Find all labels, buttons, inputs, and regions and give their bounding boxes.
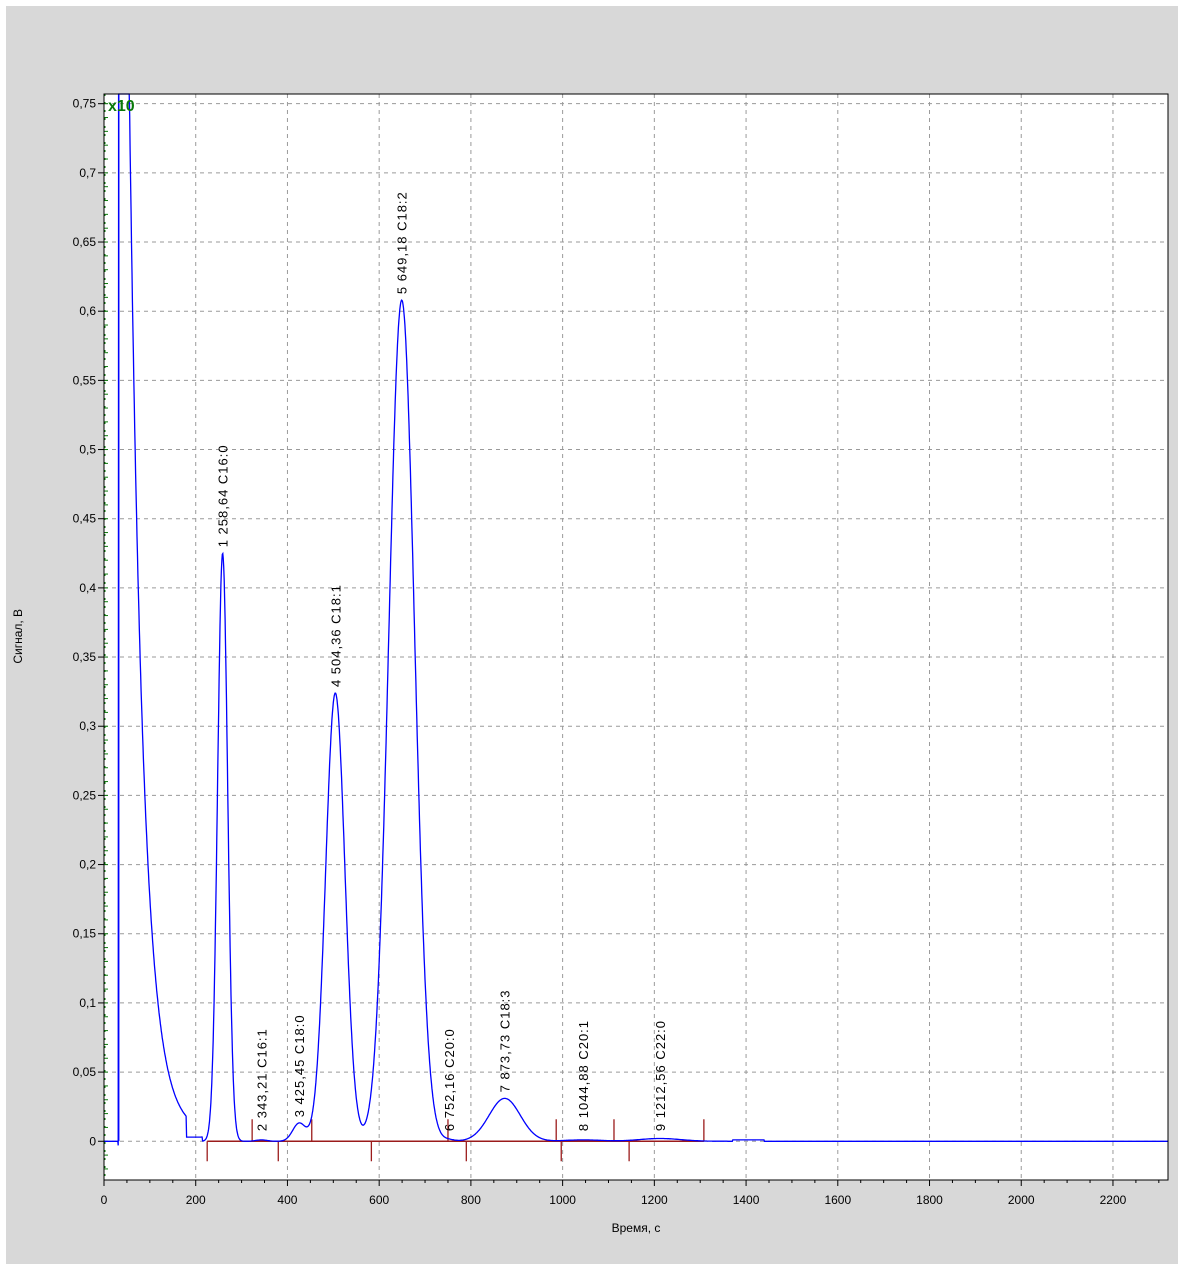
y-tick-label: 0,2 bbox=[79, 858, 96, 872]
peak-label: 7 873,73 C18:3 bbox=[498, 989, 513, 1092]
x-tick-label: 600 bbox=[369, 1193, 389, 1207]
y-axis-title: Сигнал, В bbox=[11, 609, 25, 664]
y-tick-label: 0,35 bbox=[73, 650, 97, 664]
signal-line bbox=[104, 93, 1168, 1146]
y-tick-label: 0,4 bbox=[79, 581, 96, 595]
peak-label: 4 504,36 C18:1 bbox=[328, 584, 343, 687]
grid bbox=[104, 94, 1168, 1180]
axis-ticks: 0 200 400 600 800 1000 1200 1400 1600 1800 2000 220… bbox=[73, 94, 1160, 1207]
y-tick-label: 0,25 bbox=[73, 788, 97, 802]
peak-label: 2 343,21 C16:1 bbox=[254, 1028, 269, 1131]
y-tick-label: 0,1 bbox=[79, 996, 96, 1010]
chromatogram-chart: 0 200 400 600 800 1000 1200 1400 1600 1800 2000 220… bbox=[11, 93, 1169, 1235]
x-tick-label: 1000 bbox=[549, 1193, 576, 1207]
chromatogram-window: 0 200 400 600 800 1000 1200 1400 1600 1800 2000 220… bbox=[6, 6, 1178, 1264]
y-tick-label: 0,75 bbox=[73, 97, 97, 111]
peak-label: 6 752,16 C20:0 bbox=[442, 1028, 457, 1131]
x-tick-label: 400 bbox=[277, 1193, 297, 1207]
x-tick-label: 0 bbox=[101, 1193, 108, 1207]
peak-label: 1 258,64 C16:0 bbox=[216, 444, 231, 547]
x-axis-title: Время, с bbox=[612, 1221, 661, 1235]
y-tick-label: 0,45 bbox=[73, 512, 97, 526]
x-tick-label: 200 bbox=[186, 1193, 206, 1207]
signal-trace bbox=[104, 93, 1168, 1146]
peak-label: 8 1044,88 C20:1 bbox=[576, 1020, 591, 1131]
y-tick-label: 0,55 bbox=[73, 373, 97, 387]
zoom-factor-label: x10 bbox=[108, 98, 135, 115]
x-tick-label: 2200 bbox=[1100, 1193, 1127, 1207]
y-tick-label: 0,5 bbox=[79, 443, 96, 457]
x-tick-label: 800 bbox=[461, 1193, 481, 1207]
peak-label: 3 425,45 C18:0 bbox=[292, 1014, 307, 1117]
y-tick-label: 0,3 bbox=[79, 719, 96, 733]
x-tick-label: 1600 bbox=[824, 1193, 851, 1207]
x-tick-label: 1200 bbox=[641, 1193, 668, 1207]
y-tick-label: 0,6 bbox=[79, 304, 96, 318]
peak-label: 9 1212,56 C22:0 bbox=[653, 1020, 668, 1131]
y-tick-label: 0,65 bbox=[73, 235, 97, 249]
y-tick-label: 0,7 bbox=[79, 166, 96, 180]
y-tick-label: 0 bbox=[89, 1134, 96, 1148]
peak-label: 5 649,18 C18:2 bbox=[395, 191, 410, 294]
x-tick-label: 1800 bbox=[916, 1193, 943, 1207]
peak-labels: 1 258,64 C16:0 2 343,21 C16:1 3 425,45 C18… bbox=[216, 191, 668, 1131]
plot-area bbox=[104, 94, 1168, 1180]
y-tick-label: 0,15 bbox=[73, 927, 97, 941]
plot-border bbox=[103, 93, 1169, 1181]
integration-baseline bbox=[206, 1119, 705, 1162]
y-tick-label: 0,05 bbox=[73, 1065, 97, 1079]
x-tick-label: 2000 bbox=[1008, 1193, 1035, 1207]
x-tick-label: 1400 bbox=[733, 1193, 760, 1207]
